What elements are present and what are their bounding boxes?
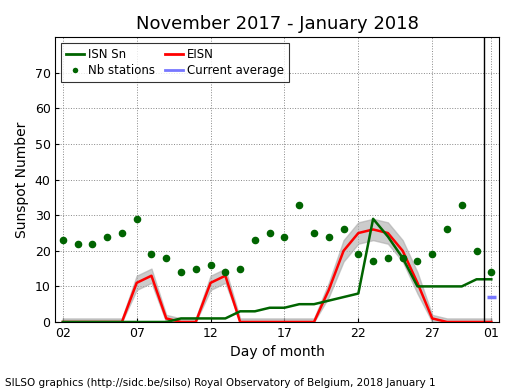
Point — [177, 269, 185, 275]
Point — [428, 251, 436, 257]
Point — [88, 241, 96, 247]
Point — [369, 259, 377, 265]
Point — [310, 230, 318, 236]
Point — [414, 259, 422, 265]
Point — [162, 255, 170, 261]
X-axis label: Day of month: Day of month — [230, 346, 324, 360]
Point — [132, 216, 141, 222]
Point — [384, 255, 392, 261]
Point — [103, 234, 111, 240]
Point — [339, 226, 348, 232]
Point — [251, 237, 259, 243]
Point — [147, 251, 156, 257]
Point — [266, 230, 274, 236]
Point — [443, 226, 451, 232]
Point — [354, 251, 363, 257]
Legend: ISN Sn, Nb stations, EISN, Current average: ISN Sn, Nb stations, EISN, Current avera… — [61, 43, 289, 82]
Point — [59, 237, 67, 243]
Point — [295, 202, 303, 208]
Point — [487, 269, 495, 275]
Point — [74, 241, 82, 247]
Point — [280, 234, 288, 240]
Point — [118, 230, 126, 236]
Point — [472, 248, 480, 254]
Point — [207, 262, 215, 268]
Point — [399, 255, 407, 261]
Point — [236, 266, 244, 272]
Point — [458, 202, 466, 208]
Point — [324, 234, 333, 240]
Point — [221, 269, 230, 275]
Text: SILSO graphics (http://sidc.be/silso) Royal Observatory of Belgium, 2018 January: SILSO graphics (http://sidc.be/silso) Ro… — [5, 378, 436, 388]
Point — [192, 266, 200, 272]
Y-axis label: Sunspot Number: Sunspot Number — [15, 121, 29, 238]
Title: November 2017 - January 2018: November 2017 - January 2018 — [135, 15, 419, 33]
